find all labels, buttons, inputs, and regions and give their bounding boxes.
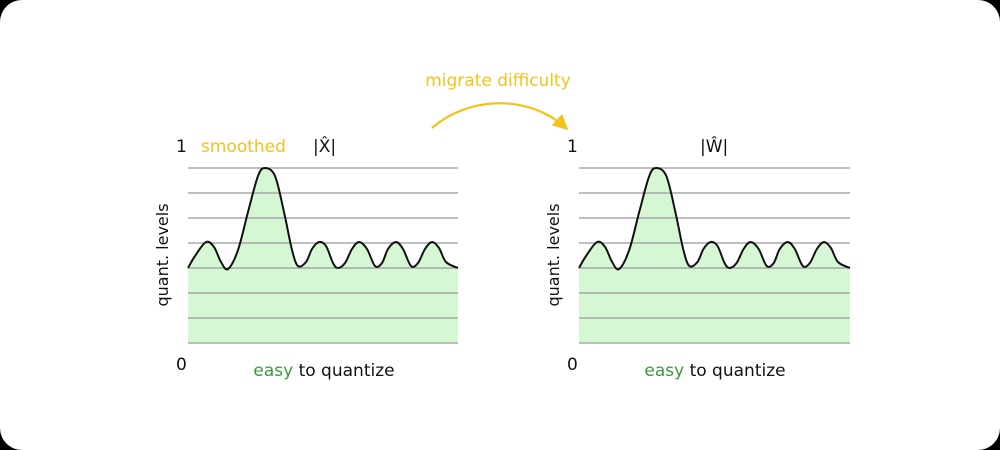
top-value-label: 1	[567, 137, 578, 157]
panel-left: 1 0 smoothed |X̂| quant. levels easy to …	[153, 136, 459, 381]
quant-grid	[188, 167, 458, 344]
top-value-label: 1	[176, 137, 187, 157]
quant-grid	[579, 167, 850, 344]
migrate-arrow	[431, 102, 569, 131]
panel-title: |Ŵ|	[700, 135, 728, 157]
distribution-curve	[187, 166, 459, 271]
bottom-value-label: 0	[567, 355, 578, 375]
caption: easy to quantize	[253, 361, 394, 381]
panel-right: 1 0 |Ŵ| quant. levels easy to quantize	[544, 135, 851, 381]
area-fill	[579, 168, 850, 343]
caption-highlight: easy	[644, 361, 684, 381]
migrate-difficulty-label: migrate difficulty	[425, 71, 571, 91]
caption-rest: to quantize	[293, 361, 394, 381]
y-axis-label: quant. levels	[544, 203, 563, 306]
caption: easy to quantize	[644, 361, 785, 381]
caption-highlight: easy	[253, 361, 293, 381]
panel-title: |X̂|	[313, 136, 336, 157]
bottom-value-label: 0	[176, 355, 187, 375]
y-axis-label: quant. levels	[153, 203, 172, 306]
area-fill	[188, 168, 458, 343]
distribution-curve	[578, 166, 851, 271]
caption-rest: to quantize	[684, 361, 785, 381]
smoothed-label: smoothed	[201, 137, 286, 157]
